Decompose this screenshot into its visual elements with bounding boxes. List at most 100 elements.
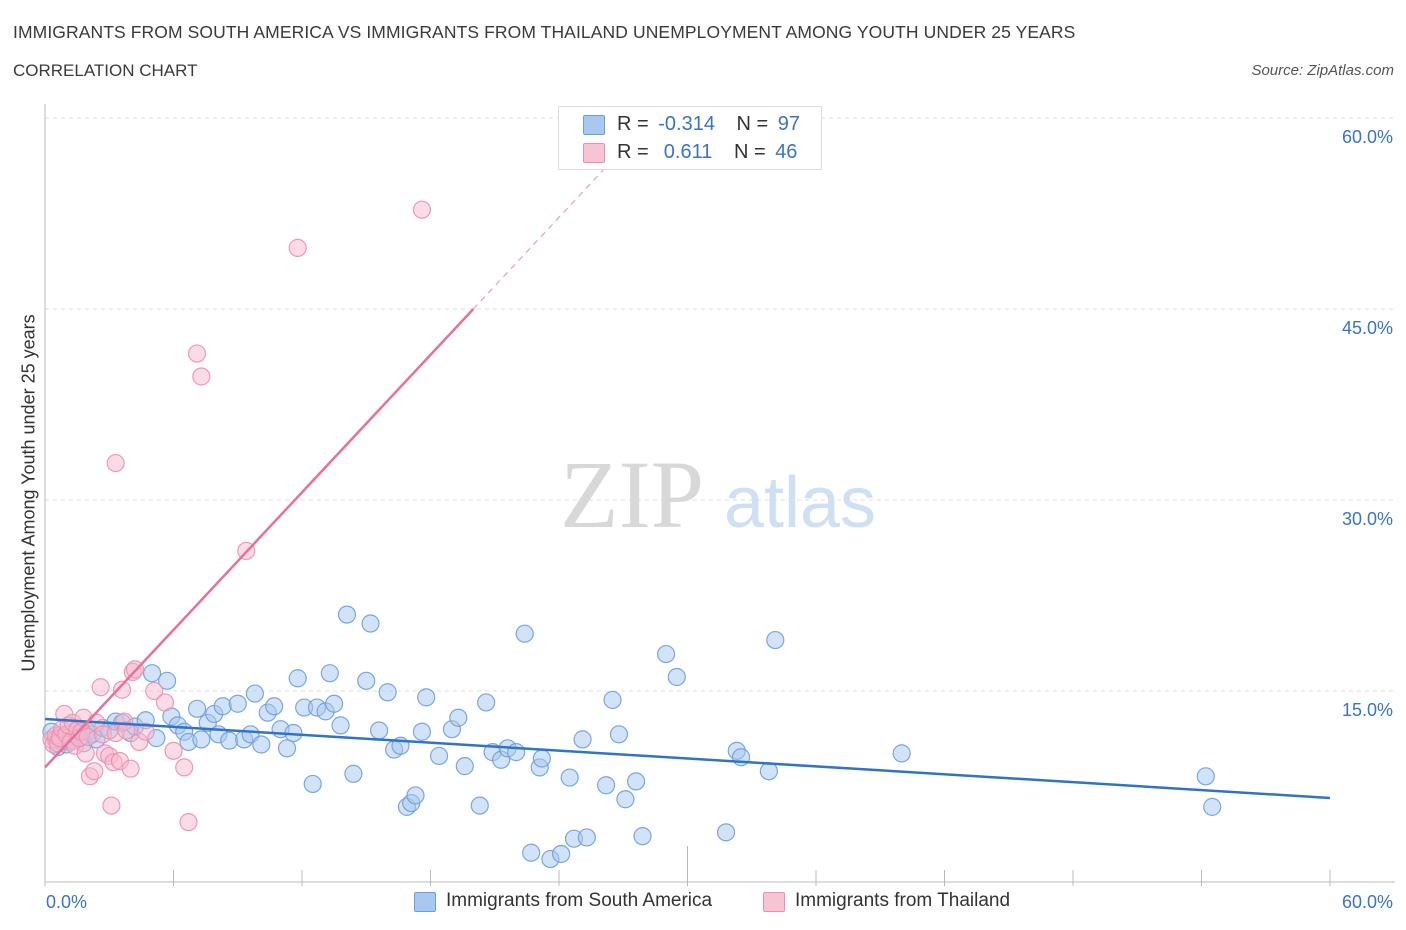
bottom-legend-swatch-south-america (414, 892, 436, 912)
data-point (331, 716, 350, 735)
legend-n-value: 97 (777, 113, 801, 135)
axes (44, 104, 1395, 886)
bottom-legend-south-america: Immigrants from South America (414, 890, 712, 912)
data-point (245, 684, 264, 703)
data-point (429, 746, 449, 766)
data-point (303, 774, 322, 794)
data-point (759, 762, 778, 781)
data-point (106, 453, 125, 473)
data-point (142, 664, 162, 683)
data-point (361, 614, 380, 633)
data-point (357, 671, 376, 690)
data-point (406, 786, 425, 805)
correlation-legend: R = -0.314 N = 97 R = 0.611 N = 46 (558, 106, 822, 170)
legend-r-label: R = (617, 113, 649, 135)
y-tick-label: 30.0% (1342, 509, 1393, 529)
data-point (378, 683, 397, 702)
legend-n-label: N = (736, 113, 769, 135)
legend-n-value: 46 (775, 141, 798, 163)
trend-line-thailand (44, 308, 475, 769)
series-south-america-points (42, 605, 1222, 869)
trend-line-thailand-extension (472, 159, 613, 310)
watermark-atlas: atlas (724, 463, 876, 543)
data-point (633, 827, 652, 846)
data-point (417, 688, 436, 707)
data-point (616, 790, 635, 809)
chart-subtitle: CORRELATION CHART (13, 61, 198, 80)
chart-title: IMMIGRANTS FROM SOUTH AMERICA VS IMMIGRA… (13, 22, 1076, 42)
data-point (766, 630, 785, 650)
trend-line-south-america (44, 717, 1331, 800)
data-point (179, 813, 198, 832)
data-point (597, 776, 616, 795)
data-point (1203, 797, 1222, 816)
data-point (145, 681, 164, 701)
data-point (117, 721, 136, 740)
data-point (121, 759, 140, 778)
bottom-legend-label: Immigrants from South America (446, 890, 713, 911)
data-point (515, 624, 534, 643)
data-point (252, 735, 271, 754)
data-point (102, 796, 121, 815)
data-point (112, 680, 132, 699)
data-point (716, 823, 736, 842)
data-point (187, 699, 207, 718)
data-point (187, 344, 207, 363)
data-point (337, 605, 357, 624)
data-point (213, 697, 232, 716)
data-point (192, 367, 211, 386)
data-point (320, 664, 339, 683)
data-point (277, 739, 297, 758)
data-point (522, 843, 541, 862)
legend-r-value: 0.611 (658, 141, 713, 163)
legend-r-label: R = (617, 141, 649, 163)
data-point (325, 694, 344, 713)
data-point (288, 238, 307, 257)
y-tick-label: 45.0% (1342, 318, 1393, 338)
legend-swatch-thailand (583, 143, 605, 163)
data-point (228, 694, 247, 713)
data-point (220, 731, 239, 750)
data-point (507, 743, 526, 762)
data-point (603, 690, 622, 710)
watermark-zip: ZIP (560, 441, 704, 548)
data-point (175, 758, 194, 777)
data-point (892, 744, 911, 763)
data-point (532, 749, 551, 768)
legend-r-value: -0.314 (658, 113, 715, 135)
tick-labels: 15.0% 30.0% 45.0% 60.0% 0.0% 60.0% (46, 127, 1393, 912)
data-point (449, 708, 468, 727)
watermark: ZIP atlas (560, 441, 876, 548)
bottom-legend-label: Immigrants from Thailand (795, 890, 1011, 911)
data-point (164, 741, 183, 760)
grid-lines (45, 117, 1395, 692)
legend-n-label: N = (733, 141, 766, 163)
data-point (560, 768, 579, 787)
data-point (656, 644, 676, 664)
data-point (477, 693, 496, 712)
data-point (626, 772, 646, 791)
data-point (573, 730, 592, 749)
data-point (157, 671, 177, 690)
y-tick-label: 15.0% (1342, 700, 1393, 720)
source-label: Source: ZipAtlas.com (1251, 62, 1394, 79)
y-tick-label: 60.0% (1342, 127, 1393, 147)
data-point (577, 828, 596, 847)
x-tick-label: 0.0% (46, 892, 87, 912)
data-point (155, 693, 175, 712)
data-point (76, 744, 95, 763)
x-tick-label: 60.0% (1342, 892, 1393, 912)
data-point (412, 200, 432, 219)
data-point (91, 678, 110, 697)
data-point (136, 722, 155, 741)
data-point (455, 757, 474, 776)
data-point (370, 721, 389, 740)
data-point (470, 796, 489, 815)
data-point (1196, 767, 1215, 786)
data-point (667, 667, 686, 687)
bottom-legend-swatch-thailand (763, 892, 785, 912)
data-point (552, 844, 571, 864)
data-point (288, 669, 307, 688)
bottom-legend-thailand: Immigrants from Thailand (763, 890, 1010, 912)
data-point (412, 722, 432, 741)
